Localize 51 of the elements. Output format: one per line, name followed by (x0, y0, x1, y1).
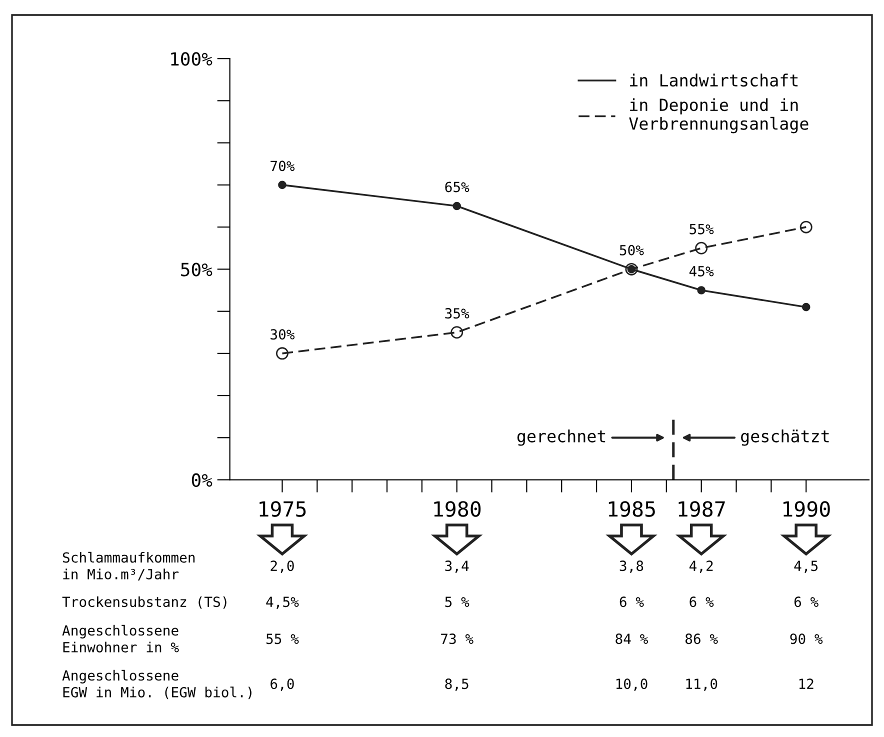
data-label: 70% (270, 160, 295, 172)
text: 73 % (441, 634, 474, 644)
text: 11,0 (686, 678, 718, 691)
text: 6,0 (270, 678, 294, 691)
text: 86 % (685, 634, 718, 644)
x-tick-label: 1985 (608, 501, 655, 517)
text: Angeschlossene Einwohner in % (62, 624, 179, 652)
text: Trockensubstanz (TS) (62, 596, 226, 609)
point (450, 326, 464, 339)
y-tick-label: 50% (181, 262, 212, 276)
text: 2,0 (270, 560, 294, 573)
text: 3,8 (620, 560, 644, 573)
point (278, 180, 286, 190)
legend-label: in Deponie und in Verbrennungsanlage (629, 98, 808, 134)
text: 4,5% (266, 596, 299, 609)
text: 5 % (445, 596, 470, 608)
x-tick-label: 1975 (260, 501, 306, 517)
text: 4,2 (689, 560, 713, 573)
data-label: 55% (690, 224, 714, 234)
text: 6 % (794, 596, 818, 608)
data-label: 45% (689, 266, 714, 276)
point (802, 302, 810, 312)
text: 10,0 (616, 678, 648, 691)
text: 8,5 (445, 678, 468, 691)
data-label: 30% (270, 329, 295, 340)
point (697, 286, 706, 294)
x-tick-label: 1990 (784, 501, 830, 517)
point (276, 347, 288, 360)
text: 90 % (790, 634, 823, 644)
y-tick-label: 0% (192, 473, 212, 487)
y-tick-label: 100% (171, 52, 212, 66)
point (695, 242, 708, 254)
data-label: 35% (445, 308, 470, 319)
data-label: 65% (445, 182, 470, 192)
point (452, 202, 462, 210)
point (800, 220, 812, 234)
annotation: geschätzt (741, 430, 829, 446)
x-tick-label: 1987 (678, 501, 725, 517)
text: 6 % (690, 596, 714, 608)
text: 3,4 (445, 560, 469, 573)
text: 84 % (616, 634, 648, 644)
text: 12 (799, 678, 814, 689)
text: 55 % (266, 634, 299, 644)
legend-label: in Landwirtschaft (630, 74, 798, 87)
annotation: gerechnet (517, 430, 606, 446)
data-label: 50% (620, 244, 644, 256)
x-tick-label: 1980 (434, 501, 481, 517)
text: Schlammaufkommen in Mio.m³/Jahr (62, 552, 195, 581)
text: 6 % (620, 596, 644, 608)
text: 4,5 (794, 560, 818, 573)
text: Angeschlossene EGW in Mio. (EGW biol.) (62, 670, 252, 700)
